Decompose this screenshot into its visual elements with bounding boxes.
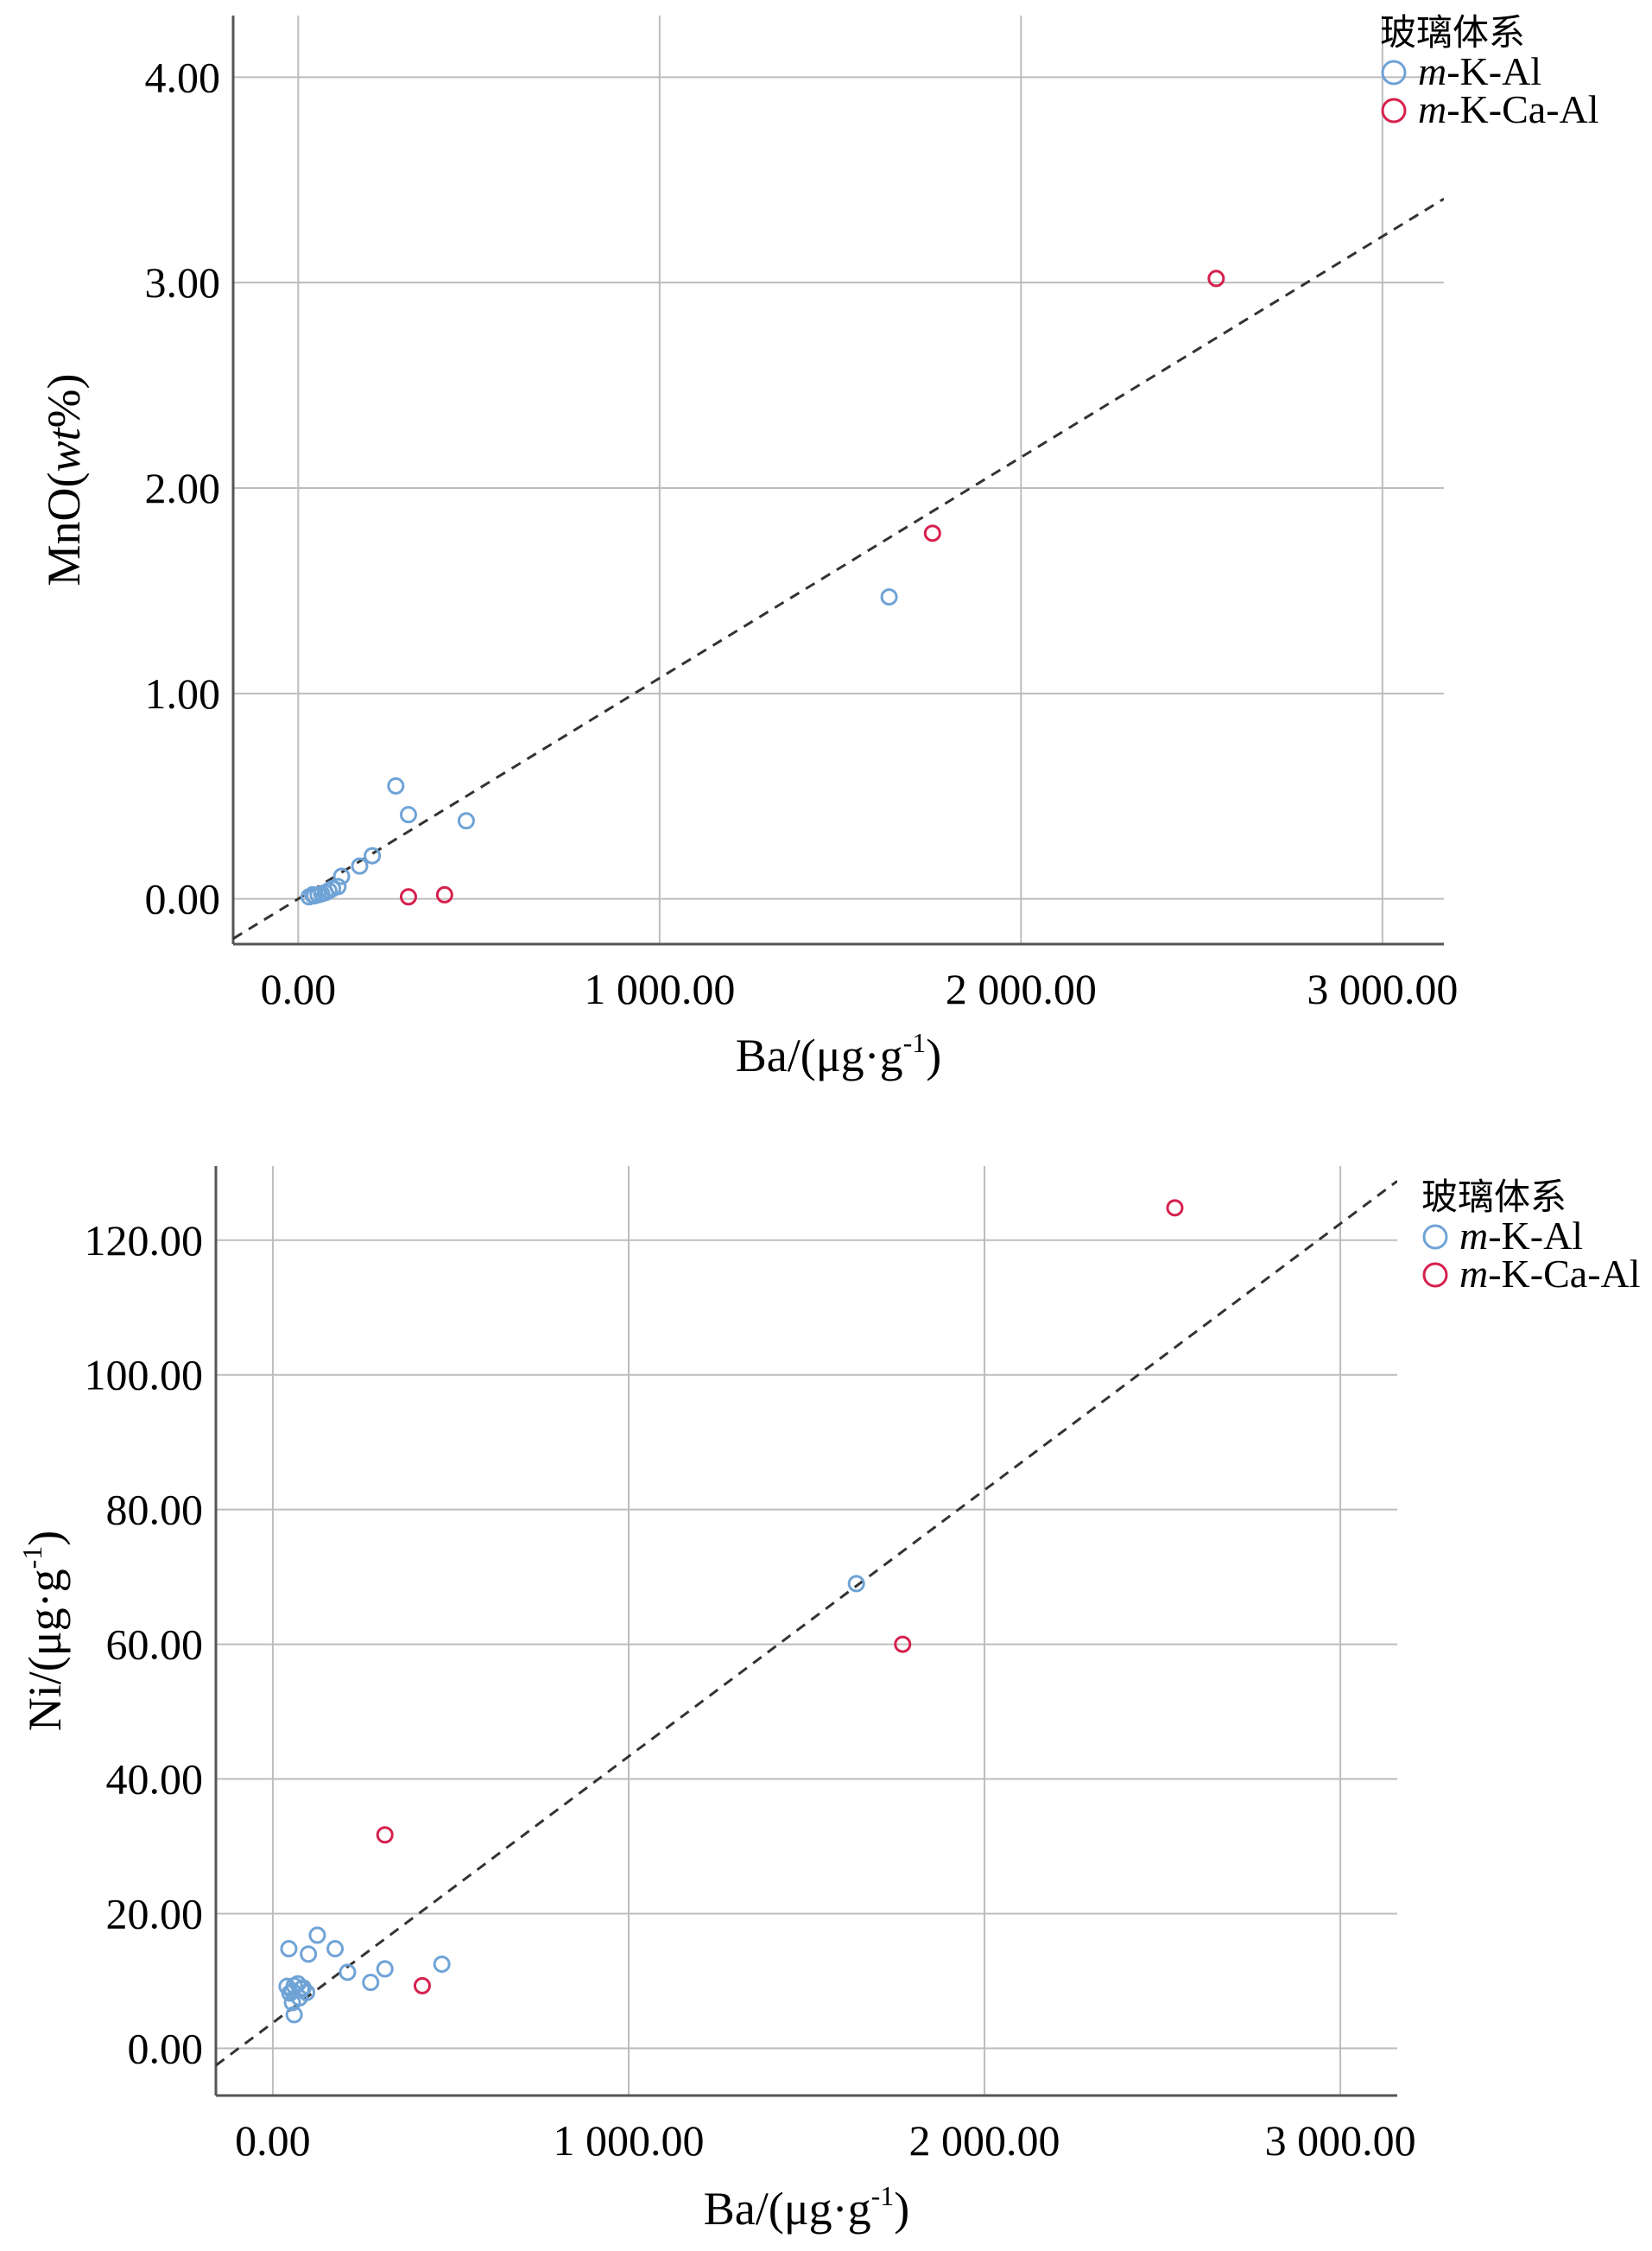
data-point xyxy=(376,1826,394,1844)
legend-marker xyxy=(1422,1224,1448,1250)
data-point xyxy=(332,867,351,885)
data-point xyxy=(298,1983,316,2001)
data-point xyxy=(387,777,405,795)
fit-line xyxy=(233,197,1444,940)
gridlines xyxy=(216,1166,1397,2096)
series-m-k-ca-al xyxy=(376,1199,1184,1994)
x-tick-label: 3 000.00 xyxy=(1307,965,1458,1013)
data-point xyxy=(894,1635,912,1653)
x-axis-label-sup: -1 xyxy=(871,2180,895,2211)
legend-label-rest: -K-Ca-Al xyxy=(1488,1252,1640,1296)
y-tick-label: 100.00 xyxy=(85,1351,204,1399)
data-point xyxy=(399,806,417,824)
y-tick-label: 20.00 xyxy=(106,1889,204,1937)
legend-label-rest: -K-Al xyxy=(1446,49,1541,93)
chart-mno-vs-ba: 0.00 1.00 2.00 3.00 4.00 0.00 1 000.00 2 000.00… xyxy=(38,11,1599,1081)
legend-label-rest: -K-Ca-Al xyxy=(1446,87,1598,131)
legend-label-italic: m xyxy=(1418,87,1446,131)
y-tick-label: 3.00 xyxy=(145,258,221,307)
x-axis-label-main: Ba/(μg·g xyxy=(704,2183,871,2235)
legend-marker xyxy=(1381,60,1407,86)
data-point xyxy=(1166,1199,1184,1217)
data-point xyxy=(280,1940,298,1958)
x-axis-label-close: ) xyxy=(894,2183,909,2235)
legend-title: 玻璃体系 xyxy=(1380,11,1525,54)
data-point xyxy=(329,878,347,896)
data-point xyxy=(339,1963,357,1982)
gridlines xyxy=(233,16,1444,944)
legend-label-italic: m xyxy=(1418,49,1446,93)
data-point xyxy=(847,1575,865,1593)
data-point xyxy=(433,1955,451,1973)
data-point xyxy=(351,857,369,875)
data-point xyxy=(413,1976,431,1994)
legend-label-italic: m xyxy=(1459,1252,1488,1296)
x-axis-label-sup: -1 xyxy=(903,1027,927,1058)
legend-marker xyxy=(1381,98,1407,124)
data-point xyxy=(923,524,941,542)
x-tick-label: 0.00 xyxy=(235,2116,311,2165)
y-tick-label: 0.00 xyxy=(128,2024,204,2072)
data-point xyxy=(285,2006,303,2024)
data-point xyxy=(880,588,898,606)
y-axis-label: MnO(wt%) xyxy=(38,374,90,587)
series-m-k-al xyxy=(300,588,898,906)
legend-label: m-K-Ca-Al xyxy=(1418,87,1599,131)
data-point xyxy=(362,1974,380,1992)
legend-title: 玻璃体系 xyxy=(1421,1176,1567,1218)
legend-label-rest: -K-Al xyxy=(1488,1214,1583,1258)
x-tick-label: 2 000.00 xyxy=(946,965,1097,1013)
x-tick-label: 1 000.00 xyxy=(584,965,735,1013)
x-axis-label-close: ) xyxy=(926,1030,941,1081)
y-tick-label: 60.00 xyxy=(106,1620,204,1669)
legend-label-italic: m xyxy=(1459,1214,1488,1258)
data-point xyxy=(300,1945,318,1963)
series-m-k-al xyxy=(278,1575,865,2024)
data-point xyxy=(376,1960,394,1978)
y-tick-label: 2.00 xyxy=(145,464,221,512)
y-tick-label: 40.00 xyxy=(106,1755,204,1804)
x-tick-label: 0.00 xyxy=(261,965,337,1013)
data-point xyxy=(294,1979,312,1997)
legend-marker xyxy=(1422,1262,1448,1288)
x-tick-label: 3 000.00 xyxy=(1265,2116,1416,2165)
data-point xyxy=(435,885,453,904)
y-axis-label: Ni/(μg·g-1) xyxy=(16,1531,71,1732)
y-axis-label-pre: MnO( xyxy=(38,472,90,587)
data-point xyxy=(308,1926,326,1944)
y-tick-label: 4.00 xyxy=(145,53,221,101)
chart-ni-vs-ba: 0.00 20.00 40.00 60.00 80.00 100.00 120.00 0.00… xyxy=(16,1166,1641,2235)
y-tick-label: 1.00 xyxy=(145,669,221,718)
data-point xyxy=(457,812,475,830)
x-axis-label-main: Ba/(μg·g xyxy=(736,1030,903,1081)
y-axis-label-post: %) xyxy=(38,374,90,428)
y-axis-label-sup: -1 xyxy=(16,1546,47,1569)
fit-line xyxy=(216,1180,1397,2067)
x-tick-label: 1 000.00 xyxy=(553,2116,704,2165)
y-tick-label: 120.00 xyxy=(85,1216,204,1265)
y-axis-label-close: ) xyxy=(19,1531,71,1546)
x-axis-label: Ba/(μg·g-1) xyxy=(736,1027,942,1081)
y-axis-label-italic: wt xyxy=(38,426,90,472)
legend-label: m-K-Ca-Al xyxy=(1459,1252,1641,1296)
data-point xyxy=(1207,269,1225,288)
y-tick-label: 0.00 xyxy=(145,875,221,923)
data-point xyxy=(399,888,417,906)
y-axis-label-main: Ni/(μg·g xyxy=(19,1569,71,1731)
data-point xyxy=(364,847,382,865)
legend-label: m-K-Al xyxy=(1418,49,1541,93)
legend-label: m-K-Al xyxy=(1459,1214,1583,1258)
y-tick-label: 80.00 xyxy=(106,1486,204,1534)
x-axis-label: Ba/(μg·g-1) xyxy=(704,2180,910,2235)
x-tick-label: 2 000.00 xyxy=(909,2116,1060,2165)
series-m-k-ca-al xyxy=(399,269,1225,906)
data-point xyxy=(326,1940,345,1958)
